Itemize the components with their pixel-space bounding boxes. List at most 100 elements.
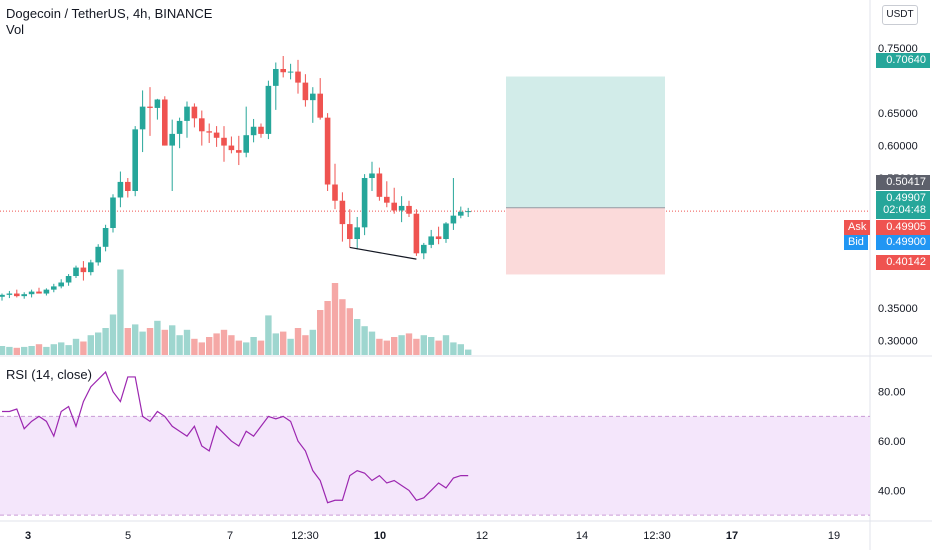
price-tick: 0.75000 [878,43,918,55]
candle-body [317,93,323,118]
candlestick-series [0,56,471,301]
candle-body [199,118,205,132]
candle-body [398,205,405,211]
candle-body [273,68,279,86]
time-tick: 12:30 [643,530,671,542]
volume-bar [331,283,339,355]
candle-body [287,71,294,73]
volume-bar [183,329,191,355]
candle-body [265,85,272,134]
candle-body [228,145,235,151]
volume-bar [287,338,294,355]
candle-body [169,133,175,146]
loss-zone [506,207,665,275]
candle-body [243,135,249,153]
candle-body [458,211,464,216]
volume-bar [146,328,154,355]
volume-bar [383,340,390,355]
price-divergence-line [349,246,417,260]
volume-bar [80,341,87,355]
rsi-tick: 60.00 [878,436,906,448]
volume-bar [294,328,302,355]
volume-bar [265,315,272,355]
candle-body [213,132,220,138]
volume-bar [405,333,413,355]
volume-bar [228,335,235,355]
volume-bar [124,328,131,355]
candle-body [176,120,183,134]
time-tick: 7 [226,530,234,542]
time-tick: 19 [827,530,841,542]
candle-body [450,215,457,224]
currency-button[interactable]: USDT [882,5,918,25]
volume-bar [213,333,220,355]
candle-body [236,150,242,153]
candle-body [406,205,412,214]
candle-body [354,227,360,240]
candle-body [250,126,257,136]
rsi-title[interactable]: RSI (14, close) [6,367,92,382]
time-tick: 10 [373,530,387,542]
volume-bar [87,335,94,355]
volume-bar [465,349,472,355]
candle-body [310,93,316,101]
candle-body [162,99,168,146]
candle-body [376,173,383,197]
volume-bar [109,314,117,355]
volume-bar [206,337,213,355]
stop-price-label: 0.40142 [876,255,930,270]
volume-bar [65,345,72,355]
candle-body [147,106,153,108]
price-axis: 0.750000.650000.600000.550000.350000.300… [878,43,918,497]
volume-bar [339,299,346,355]
volume-bar [376,338,383,355]
volume-bar [198,342,205,355]
time-tick: 14 [575,530,589,542]
volume-bar [58,342,65,355]
candle-body [191,106,198,119]
volume-bar [43,346,50,355]
rsi-tick: 40.00 [878,485,906,497]
volume-bar [50,344,57,355]
candle-body [125,181,131,191]
candle-body [51,286,57,290]
time-tick: 17 [725,530,739,542]
rsi-line [2,370,469,504]
candle-body [465,211,471,213]
time-tick: 12 [475,530,489,542]
volume-bar [450,342,457,355]
volume-bar [176,335,183,355]
candle-body [332,184,338,201]
volume-bar [346,308,353,355]
volume-bar [28,346,35,355]
time-tick: 5 [124,530,132,542]
volume-bar [95,332,102,355]
price-tick: 0.30000 [878,335,918,347]
volume-bar [154,320,161,355]
candle-body [391,202,397,211]
rsi-tick: 80.00 [878,387,906,399]
volume-bar [257,340,265,355]
price-tick: 0.60000 [878,141,918,153]
bid-tag: Bid [844,235,868,250]
volume-bar [250,337,257,355]
candle-body [384,196,390,203]
candle-body [280,68,286,73]
volume-bar [428,337,435,355]
volume-bar [361,326,368,355]
volume-bar [324,301,331,355]
ask-tag: Ask [844,220,871,235]
volume-bar [21,346,28,355]
volume-bar [354,319,361,355]
symbol-title[interactable]: Dogecoin / TetherUS, 4h, BINANCE [6,6,213,21]
volume-bar [457,344,464,355]
volume-label[interactable]: Vol [6,22,25,37]
time-tick: 3 [24,530,32,542]
candle-body [21,294,27,297]
candle-body [221,137,227,146]
volume-bar [309,329,316,355]
candle-body [102,227,109,247]
volume-bar [391,337,398,355]
candle-body [6,293,13,295]
